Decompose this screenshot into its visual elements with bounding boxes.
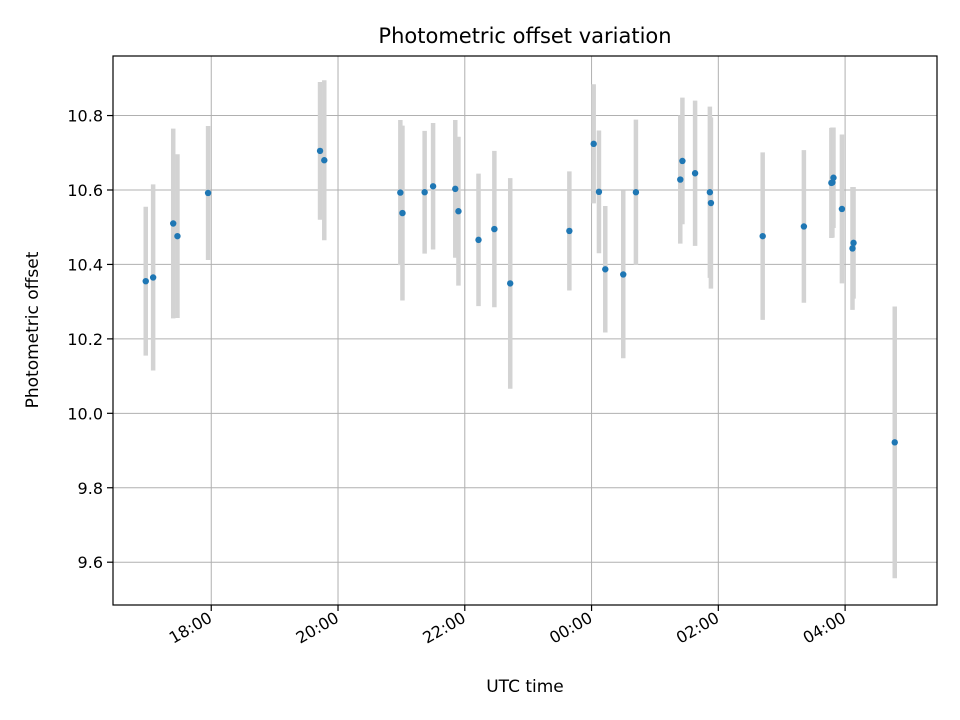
data-point bbox=[149, 274, 157, 281]
y-axis-ticks: 9.6 9.8 10.0 10.2 10.4 10.6 10.8 bbox=[67, 107, 113, 572]
data-point bbox=[455, 208, 462, 215]
y-tick-label: 10.6 bbox=[67, 181, 103, 200]
y-tick-label: 10.2 bbox=[67, 330, 103, 349]
y-tick-label: 10.4 bbox=[67, 255, 103, 274]
data-point bbox=[142, 277, 149, 285]
data-point bbox=[174, 232, 181, 240]
data-point bbox=[679, 157, 686, 165]
data-point bbox=[620, 271, 627, 278]
data-point bbox=[475, 236, 482, 244]
data-point bbox=[829, 179, 836, 186]
plot-frame bbox=[112, 55, 938, 606]
data-point bbox=[632, 189, 640, 196]
data-point bbox=[891, 439, 898, 446]
data-point bbox=[170, 220, 177, 227]
y-tick-label: 10.0 bbox=[67, 404, 103, 423]
data-point bbox=[677, 176, 684, 183]
data-points bbox=[142, 140, 898, 446]
data-point bbox=[800, 223, 808, 230]
chart-title: Photometric offset variation bbox=[378, 24, 671, 48]
data-point bbox=[321, 157, 328, 164]
data-point bbox=[759, 232, 766, 240]
data-point bbox=[838, 205, 846, 213]
data-point bbox=[204, 189, 212, 197]
y-tick-label: 10.8 bbox=[67, 107, 103, 126]
grid bbox=[113, 56, 937, 605]
data-point bbox=[850, 239, 857, 247]
data-point bbox=[566, 227, 573, 235]
data-point bbox=[830, 174, 837, 181]
data-point bbox=[595, 188, 603, 196]
data-point bbox=[399, 209, 406, 217]
data-point bbox=[849, 245, 856, 252]
data-point bbox=[707, 199, 715, 207]
y-tick-label: 9.8 bbox=[78, 479, 103, 498]
data-point bbox=[316, 147, 324, 155]
data-point bbox=[602, 266, 609, 273]
x-axis-label: UTC time bbox=[486, 677, 564, 697]
data-point bbox=[421, 189, 428, 196]
data-point bbox=[691, 170, 699, 177]
data-point bbox=[397, 189, 404, 196]
data-point bbox=[491, 225, 498, 233]
data-point bbox=[590, 140, 597, 148]
data-point bbox=[507, 280, 514, 287]
data-point bbox=[429, 183, 437, 190]
data-point bbox=[706, 189, 714, 196]
y-axis-label: Photometric offset bbox=[23, 251, 43, 408]
y-tick-label: 9.6 bbox=[78, 553, 103, 572]
data-point bbox=[452, 185, 459, 193]
